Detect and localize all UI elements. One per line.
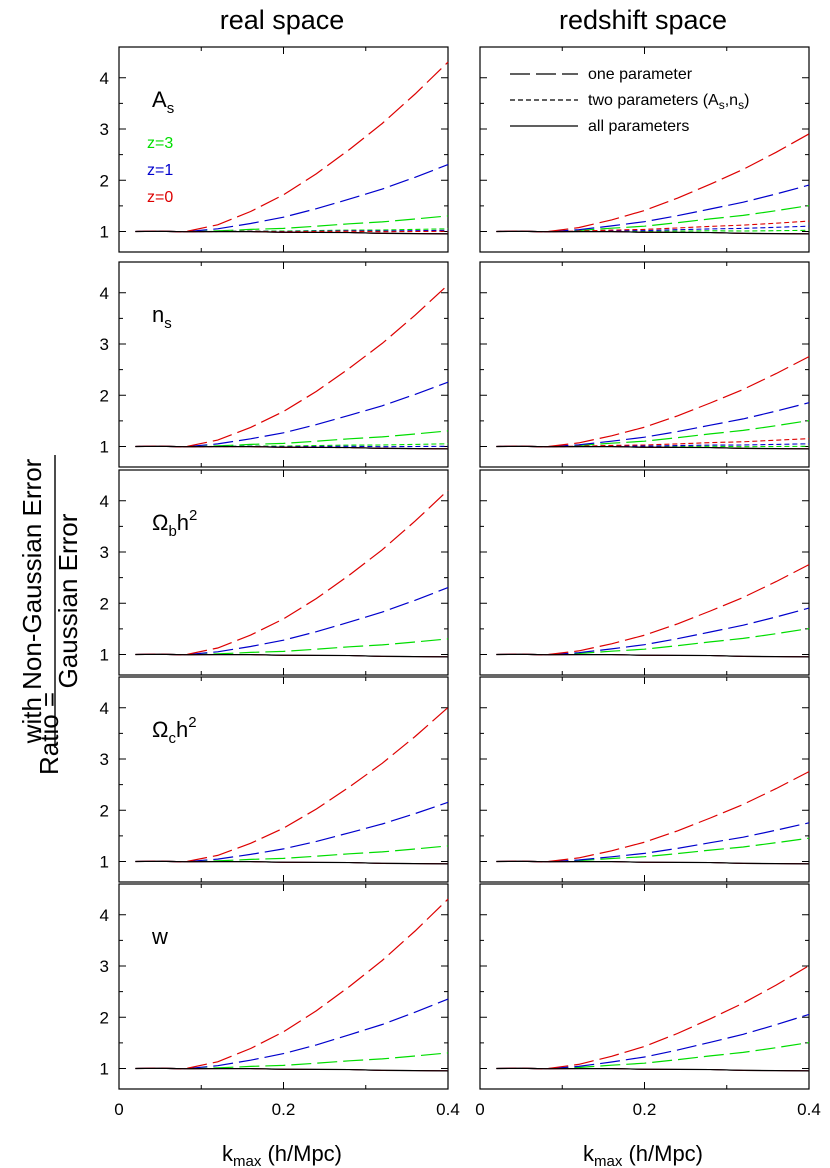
y-tick-label: 3: [100, 543, 109, 562]
x-label-sub: max: [594, 1153, 623, 1168]
parameter-label: Ωch2: [152, 714, 197, 747]
y-tick-label: 2: [100, 594, 109, 613]
y-tick-label: 3: [100, 120, 109, 139]
series-all-parameters-reference: [135, 445, 449, 450]
series-one-parameter-z0: [496, 133, 810, 233]
series-all-parameters-reference: [496, 860, 810, 865]
column-title-real-space: real space: [220, 5, 345, 35]
y-tick-label: 1: [100, 646, 109, 665]
legend-label: two parameters (As,ns): [588, 92, 749, 112]
series-all-parameters-reference: [135, 1067, 449, 1072]
series-one-parameter-z0: [135, 898, 449, 1070]
y-tick-label: 1: [100, 1060, 109, 1079]
series-one-parameter-z3: [135, 845, 449, 863]
x-axis-label-real: kmax (h/Mpc): [222, 1141, 342, 1168]
series-one-parameter-z0: [496, 356, 810, 448]
legend-label: all parameters: [588, 118, 689, 135]
series-one-parameter-z0: [496, 564, 810, 656]
y-tick-label: 3: [100, 957, 109, 976]
x-tick-label: 0.2: [633, 1100, 657, 1119]
legend-label: one parameter: [588, 66, 693, 83]
redshift-label: z=3: [147, 135, 173, 152]
panel-real-2: 1 2 3 4 Ωbh2: [100, 469, 449, 676]
x-axis-label-redshift: kmax (h/Mpc): [583, 1141, 703, 1168]
y-tick-label: 1: [100, 853, 109, 872]
panel-frame: [118, 469, 449, 676]
y-tick-label: 2: [100, 801, 109, 820]
parameter-label: w: [151, 924, 168, 949]
x-tick-label: 0: [114, 1100, 123, 1119]
panel-redshift-3: [479, 676, 810, 883]
series-all-parameters-reference: [135, 230, 449, 235]
series-one-parameter-z1: [135, 801, 449, 863]
panels: 1 2 3 4 As z=3 z=1 z=0 1 2 3 4 ns 1 2 3 4 Ωbh2 1 2 3 4 Ωch2 1 2 3…: [100, 46, 821, 1119]
series-all-parameters-reference: [496, 653, 810, 658]
panel-real-0: 1 2 3 4 As z=3 z=1 z=0: [100, 46, 449, 253]
panel-frame: [479, 261, 810, 468]
y-tick-label: 1: [100, 223, 109, 242]
series-one-parameter-z1: [135, 381, 449, 448]
series-one-parameter-z0: [496, 771, 810, 863]
x-label-unit: (h/Mpc): [622, 1141, 703, 1166]
series-one-parameter-z0: [135, 284, 449, 448]
panel-redshift-2: [479, 469, 810, 676]
y-tick-label: 4: [100, 906, 109, 925]
y-tick-label: 2: [100, 386, 109, 405]
series-one-parameter-z1: [135, 587, 449, 656]
series-all-parameters-reference: [135, 653, 449, 658]
x-label-k: k: [222, 1141, 234, 1166]
panel-real-4: 1 2 3 4 0 0.2 0.4 w: [100, 883, 460, 1119]
x-tick-label: 0.4: [436, 1100, 460, 1119]
panel-frame: [118, 676, 449, 883]
x-label-unit: (h/Mpc): [261, 1141, 342, 1166]
x-tick-label: 0.2: [272, 1100, 296, 1119]
x-label-k: k: [583, 1141, 595, 1166]
panel-redshift-1: [479, 261, 810, 468]
x-label-sub: max: [233, 1153, 262, 1168]
y-tick-label: 4: [100, 284, 109, 303]
y-tick-label: 2: [100, 1008, 109, 1027]
panel-redshift-0: one parameter two parameters (As,ns) all p…: [479, 46, 810, 253]
x-tick-label: 0: [475, 1100, 484, 1119]
panel-frame: [118, 883, 449, 1090]
series-one-parameter-z0: [496, 965, 810, 1070]
panel-redshift-4: 0 0.2 0.4: [475, 883, 821, 1119]
panel-real-1: 1 2 3 4 ns: [100, 261, 449, 468]
series-one-parameter-z0: [135, 61, 449, 233]
series-one-parameter-z3: [496, 837, 810, 863]
y-tick-label: 4: [100, 69, 109, 88]
y-tick-label: 2: [100, 171, 109, 190]
panel-frame: [479, 676, 810, 883]
y-tick-label: 4: [100, 492, 109, 511]
series-one-parameter-z3: [135, 1052, 449, 1070]
series-all-parameters-reference: [135, 860, 449, 865]
redshift-label: z=1: [147, 162, 173, 179]
parameter-label: Ωbh2: [152, 507, 197, 540]
column-title-redshift-space: redshift space: [559, 5, 727, 35]
y-tick-label: 3: [100, 335, 109, 354]
series-one-parameter-z1: [135, 998, 449, 1070]
series-all-parameters-reference: [496, 445, 810, 450]
parameter-label: ns: [152, 302, 172, 332]
panel-real-3: 1 2 3 4 Ωch2: [100, 676, 449, 883]
y-label-numerator: with Non-Gaussian Error: [17, 458, 47, 744]
series-all-parameters-reference: [496, 1067, 810, 1072]
series-all-parameters-reference: [496, 230, 810, 235]
panel-frame: [479, 883, 810, 1090]
redshift-label: z=0: [147, 189, 173, 206]
y-label-ratio: Ratio =: [34, 692, 64, 775]
panel-frame: [118, 261, 449, 468]
y-axis-label: Ratio = with Non-Gaussian Error Gaussian…: [17, 455, 83, 775]
parameter-label: As: [152, 87, 174, 117]
series-one-parameter-z1: [135, 164, 449, 233]
y-tick-label: 1: [100, 438, 109, 457]
series-one-parameter-z3: [135, 638, 449, 656]
y-tick-label: 3: [100, 750, 109, 769]
y-tick-label: 4: [100, 699, 109, 718]
x-tick-label: 0.4: [797, 1100, 821, 1119]
y-label-denominator: Gaussian Error: [53, 513, 83, 688]
series-one-parameter-z1: [496, 1013, 810, 1070]
